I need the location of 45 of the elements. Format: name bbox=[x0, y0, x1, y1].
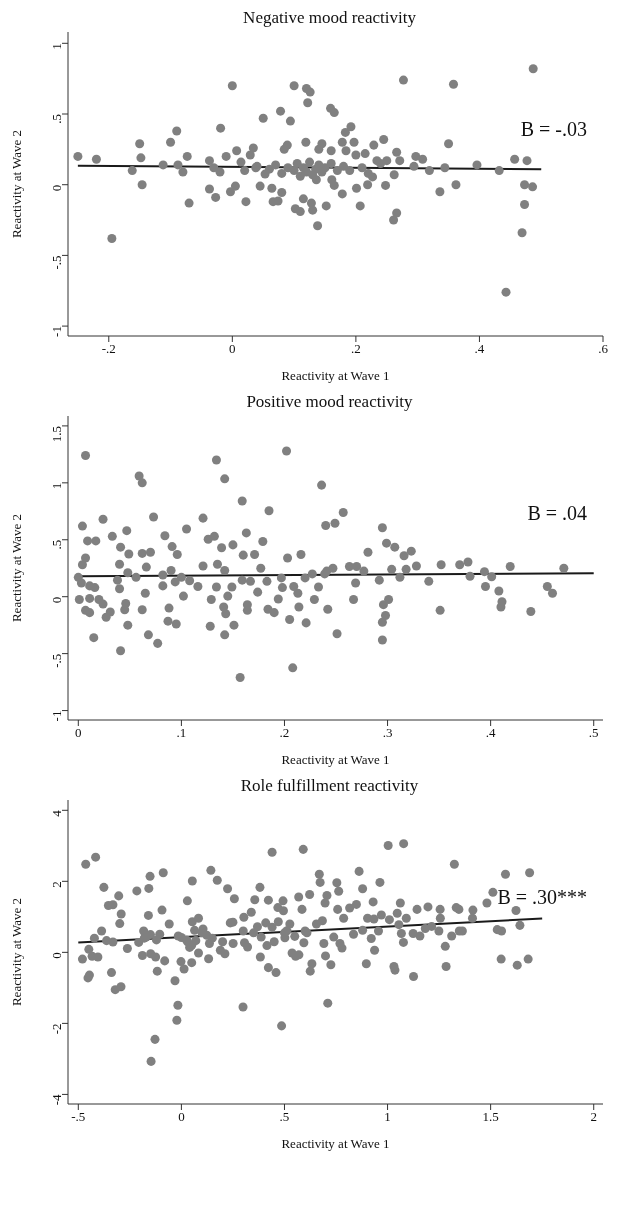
annotation: B = -.03 bbox=[520, 118, 587, 141]
x-tick-label: .2 bbox=[279, 725, 290, 741]
x-tick-label: .4 bbox=[485, 725, 497, 741]
y-axis-title: Reactivity at Wave 2 bbox=[8, 513, 24, 623]
chart-title: Role fulfillment reactivity bbox=[239, 776, 420, 796]
chart-title: Positive mood reactivity bbox=[245, 392, 414, 412]
x-tick-label: -.2 bbox=[101, 341, 116, 357]
x-tick-label: .6 bbox=[598, 341, 609, 357]
y-tick-label: 0 bbox=[48, 596, 64, 604]
y-tick-label: -.5 bbox=[48, 255, 64, 270]
y-tick-label: -.5 bbox=[48, 653, 64, 668]
y-tick-label: 0 bbox=[48, 184, 64, 192]
x-tick-label: .2 bbox=[351, 341, 361, 357]
y-tick-label: 1 bbox=[48, 43, 64, 50]
y-tick-label: .5 bbox=[48, 114, 64, 124]
y-tick-label: .5 bbox=[48, 539, 64, 550]
x-axis-title: Reactivity at Wave 1 bbox=[281, 752, 390, 767]
x-tick-label: 0 bbox=[75, 725, 82, 741]
chart-title: Negative mood reactivity bbox=[242, 8, 417, 28]
annotation: B = .04 bbox=[527, 502, 587, 525]
y-tick-label: 0 bbox=[48, 952, 64, 959]
y-tick-label: 2 bbox=[48, 881, 64, 888]
x-tick-label: .1 bbox=[176, 725, 187, 741]
x-tick-label: 1.5 bbox=[482, 1109, 499, 1125]
x-tick-label: 0 bbox=[178, 1109, 185, 1125]
x-tick-label: 2 bbox=[590, 1109, 597, 1125]
x-tick-label: -.5 bbox=[71, 1109, 86, 1125]
y-tick-label: -1 bbox=[48, 710, 64, 722]
x-tick-label: .5 bbox=[588, 725, 599, 741]
y-tick-label: 4 bbox=[48, 809, 64, 817]
x-axis-title: Reactivity at Wave 1 bbox=[281, 1136, 390, 1151]
x-tick-label: .4 bbox=[474, 341, 485, 357]
y-tick-label: 1.5 bbox=[48, 425, 64, 443]
annotation: B = .30*** bbox=[497, 886, 587, 909]
x-tick-label: 1 bbox=[384, 1109, 391, 1125]
y-tick-label: -4 bbox=[48, 1093, 64, 1106]
y-axis-title: Reactivity at Wave 2 bbox=[8, 129, 24, 239]
x-tick-label: .3 bbox=[382, 725, 393, 741]
x-tick-label: 0 bbox=[229, 341, 236, 357]
y-tick-label: -2 bbox=[48, 1023, 64, 1035]
x-tick-label: .5 bbox=[279, 1109, 290, 1125]
x-axis-title: Reactivity at Wave 1 bbox=[281, 368, 390, 383]
y-tick-label: -1 bbox=[48, 326, 64, 337]
y-axis-title: Reactivity at Wave 2 bbox=[8, 897, 24, 1007]
y-tick-label: 1 bbox=[48, 482, 64, 490]
